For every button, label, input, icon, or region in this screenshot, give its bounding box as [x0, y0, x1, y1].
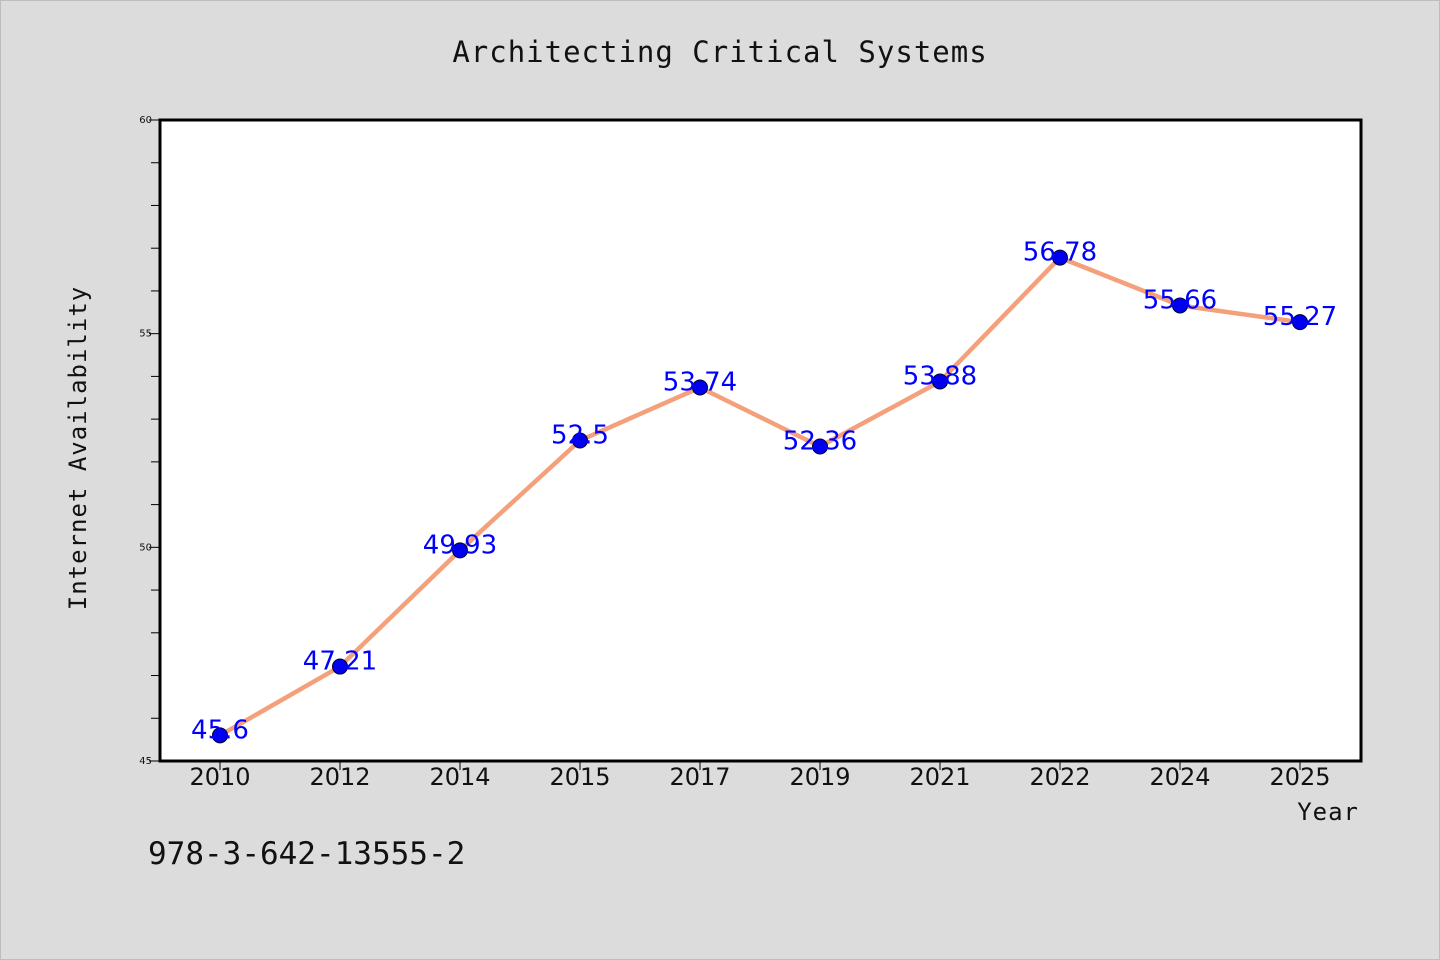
data-label: 52.5: [551, 421, 609, 451]
series-markers: [212, 249, 1308, 744]
data-point-marker: [1052, 249, 1068, 266]
data-point-marker: [1292, 314, 1308, 331]
data-label: 49.93: [423, 530, 497, 560]
data-label: 55.27: [1263, 302, 1337, 332]
data-label: 53.74: [663, 368, 737, 398]
data-point-marker: [212, 727, 228, 744]
x-tick-label: 2022: [1029, 763, 1090, 791]
data-point-marker: [812, 438, 828, 455]
x-tick-label: 2025: [1269, 763, 1330, 791]
y-tick-label: 45: [139, 756, 152, 767]
data-point-marker: [332, 658, 348, 675]
data-point-marker: [692, 379, 708, 396]
data-label: 55.66: [1143, 285, 1217, 315]
series-line: [217, 255, 1303, 738]
y-axis: 45 50 55 60: [139, 115, 160, 767]
data-label: 47.21: [303, 647, 377, 677]
y-axis-title: Internet Availability: [64, 286, 92, 610]
data-label: 53.88: [903, 362, 977, 392]
data-label: 52.36: [783, 426, 857, 456]
x-tick-label: 2024: [1149, 763, 1210, 791]
data-point-marker: [452, 542, 468, 559]
x-axis: 2010 2012 2014 2015 2017 2019 2021 2022 2024 2025: [189, 761, 1331, 791]
x-tick-label: 2010: [189, 763, 250, 791]
chart-title: Architecting Critical Systems: [452, 35, 987, 69]
data-point-marker: [932, 373, 948, 390]
data-point-marker: [1172, 297, 1188, 314]
y-tick-label: 60: [139, 115, 152, 126]
y-tick-label: 50: [139, 542, 152, 553]
data-label: 45.6: [191, 715, 249, 745]
x-axis-title: Year: [1297, 798, 1359, 826]
footnote-isbn: 978-3-642-13555-2: [148, 836, 465, 872]
x-tick-label: 2015: [549, 763, 610, 791]
data-label: 56.78: [1023, 238, 1097, 268]
plot-border: [158, 118, 1363, 763]
x-tick-label: 2019: [789, 763, 850, 791]
x-tick-label: 2021: [909, 763, 970, 791]
plot-area: [160, 120, 1361, 761]
x-tick-label: 2017: [669, 763, 730, 791]
y-tick-label: 55: [139, 329, 152, 340]
x-tick-label: 2012: [309, 763, 370, 791]
x-tick-label: 2014: [429, 763, 490, 791]
data-point-marker: [572, 432, 588, 449]
data-labels: 45.6 47.21 49.93 52.5 53.74 52.36 53.88 56.78 55…: [191, 238, 1337, 746]
